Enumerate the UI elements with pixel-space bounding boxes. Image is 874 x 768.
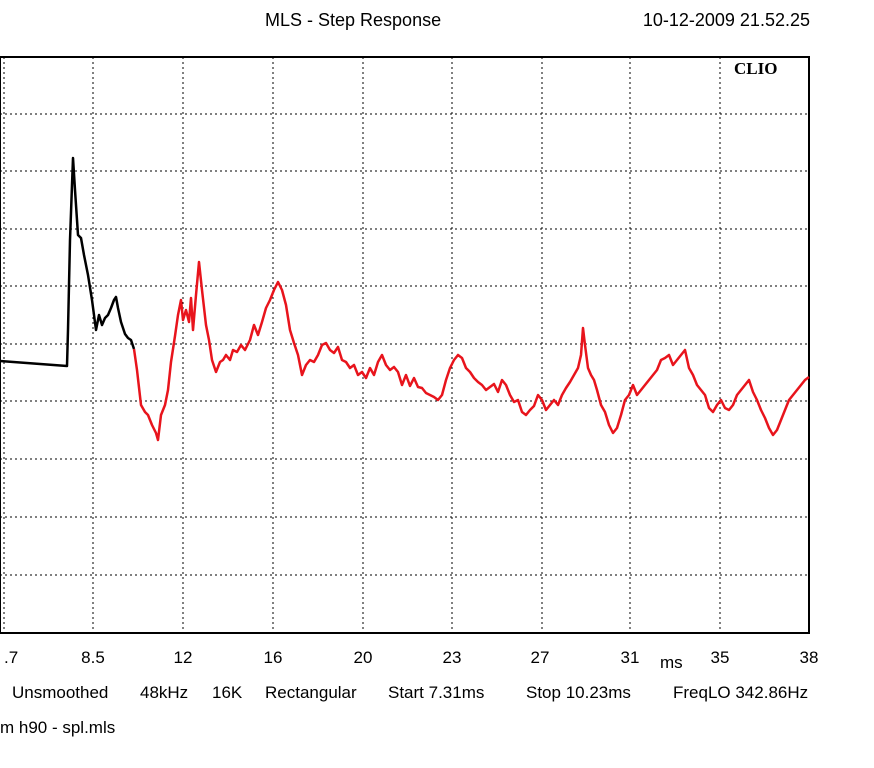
info-start: Start 7.31ms bbox=[388, 683, 484, 702]
x-tick-label: 27 bbox=[531, 648, 550, 667]
file-name: m h90 - spl.mls bbox=[0, 718, 115, 737]
x-tick-label: .7 bbox=[4, 648, 18, 667]
info-smoothing: Unsmoothed bbox=[12, 683, 108, 702]
x-axis-unit: ms bbox=[660, 653, 683, 672]
info-freqlo: FreqLO 342.86Hz bbox=[673, 683, 808, 702]
x-tick-label: 23 bbox=[443, 648, 462, 667]
x-tick-label: 35 bbox=[711, 648, 730, 667]
series-line-0 bbox=[0, 156, 136, 368]
info-size: 16K bbox=[212, 683, 243, 702]
info-rate: 48kHz bbox=[140, 683, 188, 702]
x-tick-label: 8.5 bbox=[81, 648, 105, 667]
info-window: Rectangular bbox=[265, 683, 357, 702]
grid bbox=[0, 57, 809, 633]
series-group bbox=[0, 156, 810, 442]
chart-timestamp: 10-12-2009 21.52.25 bbox=[643, 10, 810, 30]
x-tick-label: 20 bbox=[354, 648, 373, 667]
plot-frame bbox=[0, 56, 810, 634]
brand-label: CLIO bbox=[734, 59, 777, 78]
x-tick-label: 31 bbox=[621, 648, 640, 667]
series-line-1 bbox=[132, 260, 810, 442]
chart-title: MLS - Step Response bbox=[265, 10, 441, 30]
info-stop: Stop 10.23ms bbox=[526, 683, 631, 702]
x-tick-label: 38 bbox=[800, 648, 819, 667]
x-tick-labels: .7 8.5 12 16 20 23 27 31 35 38 bbox=[4, 648, 818, 667]
x-tick-label: 12 bbox=[174, 648, 193, 667]
x-tick-label: 16 bbox=[264, 648, 283, 667]
